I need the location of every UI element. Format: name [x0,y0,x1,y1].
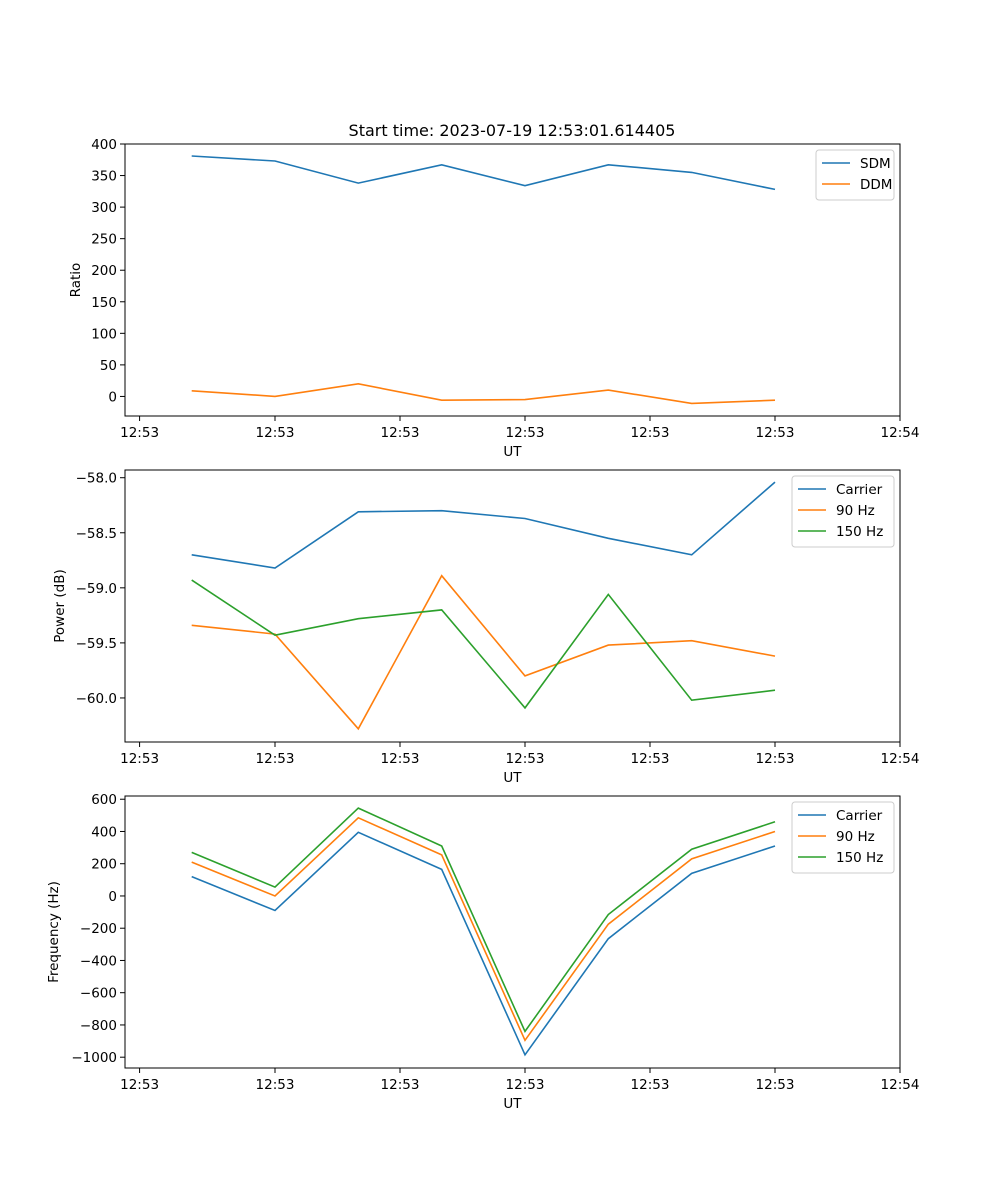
y-tick-label: −400 [80,953,117,969]
x-tick-label: 12:53 [256,425,295,441]
x-axis-label: UT [503,1096,522,1112]
x-tick-label: 12:53 [756,425,795,441]
series-line-carrier [191,481,776,569]
y-tick-label: 50 [100,358,117,374]
chart-title: Start time: 2023-07-19 12:53:01.614405 [349,121,676,140]
y-tick-label: 250 [91,232,117,248]
y-axis-label: Frequency (Hz) [46,881,62,983]
x-tick-label: 12:53 [256,1077,295,1093]
x-tick-label: 12:53 [756,1077,795,1093]
y-tick-label: −58.5 [76,526,117,542]
y-tick-label: −58.0 [76,471,117,487]
x-tick-label: 12:53 [381,425,420,441]
x-axis-label: UT [503,770,522,786]
x-tick-label: 12:54 [881,751,920,767]
legend-label: 150 Hz [836,850,883,866]
series-line-ddm [191,382,776,405]
legend-box [791,475,895,548]
x-tick-label: 12:54 [881,1077,920,1093]
y-tick-label: −800 [80,1018,117,1034]
x-tick-label: 12:53 [631,425,670,441]
series-line-90-hz [191,574,776,731]
x-tick-label: 12:53 [506,751,545,767]
x-tick-label: 12:53 [256,751,295,767]
x-tick-label: 12:53 [506,1077,545,1093]
y-tick-label: 0 [108,889,117,905]
legend: SDM DDM [815,149,895,201]
series-line-carrier [191,831,776,1057]
y-tick-label: −200 [80,921,117,937]
series-line-90-hz [191,816,776,1042]
y-tick-label: 400 [91,137,117,153]
ratio-panel: 12:53 12:53 12:53 12:53 12:53 12:53 12:54 0 50 10… [68,137,919,460]
x-tick-label: 12:53 [381,1077,420,1093]
y-tick-label: 600 [91,792,117,808]
x-tick-label: 12:53 [381,751,420,767]
y-tick-label: 100 [91,326,117,342]
y-axis-label: Ratio [68,263,84,298]
power-panel: 12:53 12:53 12:53 12:53 12:53 12:53 12:54 −60.0… [52,469,920,786]
x-tick-label: 12:53 [120,425,159,441]
frequency-panel: 12:53 12:53 12:53 12:53 12:53 12:53 12:54 −1000… [46,792,919,1112]
legend-label: Carrier [836,482,883,498]
y-tick-label: 0 [108,389,117,405]
x-tick-label: 12:53 [120,751,159,767]
legend-label: DDM [860,177,892,193]
x-tick-label: 12:53 [120,1077,159,1093]
y-tick-label: 200 [91,263,117,279]
series-line-150-hz [191,579,776,710]
x-tick-label: 12:54 [881,425,920,441]
y-tick-label: 300 [91,200,117,216]
y-tick-label: 350 [91,169,117,185]
y-axis-label: Power (dB) [52,569,68,642]
x-tick-label: 12:53 [631,1077,670,1093]
y-tick-label: −600 [80,986,117,1002]
x-tick-label: 12:53 [756,751,795,767]
y-tick-label: −1000 [71,1050,117,1066]
legend-label: 150 Hz [836,524,883,540]
legend: Carrier 90 Hz 150 Hz [791,801,895,874]
series-line-sdm [191,155,776,191]
legend: Carrier 90 Hz 150 Hz [791,475,895,548]
series-line-150-hz [191,807,776,1034]
chart-title-text: Start time: 2023-07-19 12:53:01.614405 [349,121,676,140]
y-tick-label: −60.0 [76,691,117,707]
x-tick-label: 12:53 [631,751,670,767]
axes-frame [124,143,901,417]
axes-frame [124,795,901,1069]
y-tick-label: −59.5 [76,636,117,652]
y-tick-label: 200 [91,857,117,873]
x-tick-label: 12:53 [506,425,545,441]
y-tick-label: 400 [91,824,117,840]
legend-label: 90 Hz [836,829,875,845]
legend-label: Carrier [836,808,883,824]
y-tick-label: 150 [91,295,117,311]
legend-label: 90 Hz [836,503,875,519]
x-axis-label: UT [503,444,522,460]
axes-frame [124,469,901,743]
y-tick-label: −59.0 [76,581,117,597]
legend-label: SDM [860,156,891,172]
legend-box [791,801,895,874]
